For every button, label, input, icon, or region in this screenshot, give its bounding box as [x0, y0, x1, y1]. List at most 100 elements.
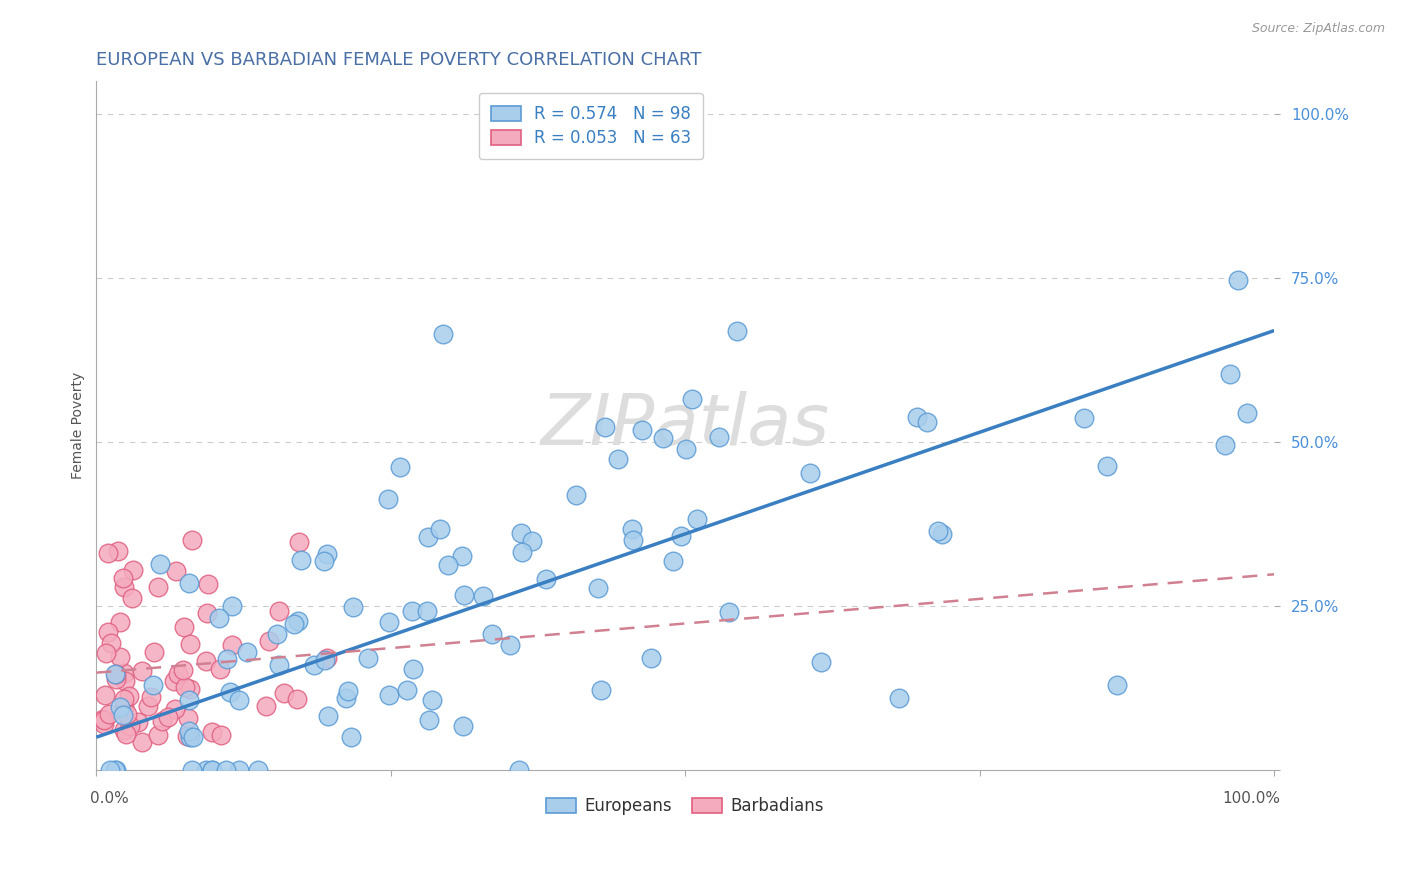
Point: [312, 554, 335, 568]
Point: [112, 723, 135, 738]
Point: [108, 700, 131, 714]
Point: [112, 691, 135, 706]
Point: [118, 718, 141, 732]
Point: [215, 763, 238, 777]
Point: [1073, 410, 1095, 425]
Point: [931, 527, 953, 541]
Point: [631, 423, 654, 437]
Point: [93, 716, 115, 731]
Point: [143, 645, 166, 659]
Point: [197, 577, 219, 591]
Point: [342, 600, 364, 615]
Point: [315, 651, 337, 665]
Point: [401, 604, 423, 618]
Point: [889, 690, 911, 705]
Point: [1236, 406, 1258, 420]
Point: [195, 606, 218, 620]
Point: [108, 615, 131, 630]
Point: [290, 553, 312, 567]
Point: [402, 662, 425, 676]
Point: [141, 690, 163, 705]
Point: [201, 763, 224, 777]
Point: [472, 590, 495, 604]
Point: [181, 731, 204, 745]
Point: [91, 713, 114, 727]
Point: [142, 677, 165, 691]
Point: [651, 431, 673, 445]
Point: [915, 415, 938, 429]
Point: [640, 650, 662, 665]
Point: [177, 724, 200, 739]
Point: [725, 324, 748, 338]
Point: [173, 620, 195, 634]
Point: [179, 730, 201, 744]
Point: [586, 581, 609, 595]
Point: [254, 698, 277, 713]
Point: [112, 580, 135, 594]
Point: [194, 654, 217, 668]
Point: [179, 693, 201, 707]
Point: [416, 530, 439, 544]
Point: [378, 689, 401, 703]
Text: Source: ZipAtlas.com: Source: ZipAtlas.com: [1251, 22, 1385, 36]
Text: 0.0%: 0.0%: [90, 790, 129, 805]
Point: [131, 734, 153, 748]
Point: [127, 715, 149, 730]
Point: [93, 713, 115, 727]
Point: [201, 724, 224, 739]
Point: [111, 707, 134, 722]
Point: [201, 763, 224, 777]
Point: [388, 460, 411, 475]
Point: [267, 657, 290, 672]
Point: [121, 591, 143, 605]
Point: [107, 544, 129, 558]
Y-axis label: Female Poverty: Female Poverty: [72, 372, 86, 479]
Point: [167, 666, 190, 681]
Point: [112, 699, 135, 714]
Point: [112, 571, 135, 585]
Point: [607, 451, 630, 466]
Point: [337, 684, 360, 698]
Point: [98, 763, 121, 777]
Point: [1107, 678, 1129, 692]
Text: EUROPEAN VS BARBADIAN FEMALE POVERTY CORRELATION CHART: EUROPEAN VS BARBADIAN FEMALE POVERTY COR…: [97, 51, 702, 69]
Legend: Europeans, Barbadians: Europeans, Barbadians: [538, 789, 832, 823]
Point: [285, 691, 308, 706]
Point: [681, 392, 703, 407]
Point: [180, 533, 202, 547]
Point: [287, 615, 309, 629]
Point: [179, 681, 201, 696]
Point: [675, 442, 697, 456]
Point: [709, 430, 731, 444]
Point: [1226, 273, 1249, 287]
Point: [686, 512, 709, 526]
Point: [163, 674, 186, 689]
Point: [136, 698, 159, 713]
Point: [420, 693, 443, 707]
Point: [96, 546, 118, 560]
Point: [593, 420, 616, 434]
Point: [181, 763, 204, 777]
Point: [215, 652, 238, 666]
Point: [536, 572, 558, 586]
Point: [481, 627, 503, 641]
Point: [377, 492, 399, 507]
Point: [436, 558, 458, 572]
Point: [335, 690, 357, 705]
Point: [131, 665, 153, 679]
Point: [179, 637, 201, 651]
Point: [108, 650, 131, 665]
Point: [671, 529, 693, 543]
Point: [100, 636, 122, 650]
Point: [508, 763, 530, 777]
Point: [288, 535, 311, 549]
Point: [146, 580, 169, 594]
Point: [416, 604, 439, 618]
Point: [149, 558, 172, 572]
Point: [236, 645, 259, 659]
Point: [927, 524, 949, 538]
Point: [228, 693, 250, 707]
Point: [620, 522, 643, 536]
Point: [316, 547, 339, 561]
Point: [377, 615, 399, 629]
